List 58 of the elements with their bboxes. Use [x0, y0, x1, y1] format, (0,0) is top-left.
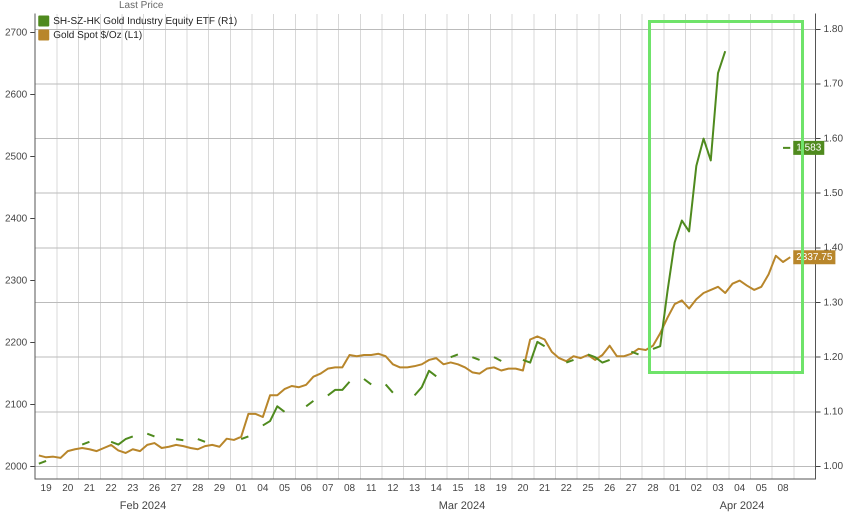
x-tick-label: 06 [300, 482, 312, 494]
y-tick-label: 2200 [4, 337, 28, 348]
x-tick-label: 01 [669, 482, 681, 494]
x-tick-label: 03 [712, 482, 724, 494]
text: Feb 2024 [120, 500, 166, 512]
x-tick-label: 29 [214, 482, 226, 494]
y-tick-label: 2000 [4, 461, 28, 472]
x-tick-label: 21 [539, 482, 551, 494]
x-tick-label: 28 [647, 482, 659, 494]
y-tick-label: 2400 [4, 213, 28, 224]
y2-tick-label: 1.80 [824, 24, 844, 36]
x-tick-label: 08 [777, 482, 790, 494]
y2-tick-label: 1.30 [824, 297, 844, 308]
x-tick-label: 11 [366, 482, 377, 494]
x-tick-label: 18 [474, 482, 486, 494]
x-tick-label: 22 [560, 482, 572, 494]
x-tick-label: 27 [170, 482, 182, 494]
y-tick-label: 2300 [4, 275, 28, 286]
data-label: 1.583 [796, 142, 822, 154]
x-tick-label: 21 [84, 482, 96, 494]
x-tick-label: 20 [62, 482, 74, 494]
x-tick-label: 08 [344, 482, 356, 494]
x-tick-label: 27 [626, 482, 638, 494]
y-tick-label: 2600 [4, 89, 28, 100]
x-tick-label: 20 [517, 482, 529, 494]
y-tick-label: 2500 [4, 151, 28, 162]
x-tick-label: 15 [452, 482, 464, 494]
x-tick-label: 25 [582, 482, 594, 494]
x-tick-label: 26 [604, 482, 616, 494]
x-tick-label: 05 [278, 482, 291, 494]
x-tick-label: 19 [496, 482, 508, 494]
x-tick-label: 19 [40, 482, 52, 494]
y2-tick-label: 1.20 [824, 352, 844, 363]
legend-label: Gold Spot $/Oz (L1) [53, 30, 142, 41]
x-tick-label: 23 [127, 482, 139, 494]
x-tick-label: 04 [257, 482, 269, 494]
x-tick-label: 02 [690, 482, 702, 494]
legend-label: SH-SZ-HK Gold Industry Equity ETF (R1) [53, 16, 238, 27]
y-tick-label: 2700 [4, 27, 28, 38]
y2-tick-label: 1.50 [824, 188, 844, 199]
x-tick-label: 04 [734, 482, 746, 494]
y2-tick-label: 1.60 [824, 133, 844, 144]
x-tick-label: 12 [387, 482, 399, 494]
text: Mar 2024 [438, 500, 486, 512]
x-tick-label: 14 [430, 482, 442, 494]
y2-tick-label: 1.10 [824, 406, 844, 418]
x-tick-label: 01 [236, 482, 248, 494]
y2-tick-label: 1.00 [824, 461, 844, 472]
x-tick-label: 28 [192, 482, 204, 494]
y2-tick-label: 1.70 [824, 78, 844, 90]
x-tick-label: 26 [148, 482, 160, 494]
text: Apr 2024 [720, 500, 764, 512]
x-tick-label: 07 [322, 482, 334, 494]
y-tick-label: 2100 [4, 399, 28, 410]
legend-title: Last Price [118, 0, 164, 11]
x-tick-label: 13 [408, 482, 421, 494]
x-tick-label: 22 [106, 482, 118, 494]
x-tick-label: 05 [756, 482, 768, 494]
